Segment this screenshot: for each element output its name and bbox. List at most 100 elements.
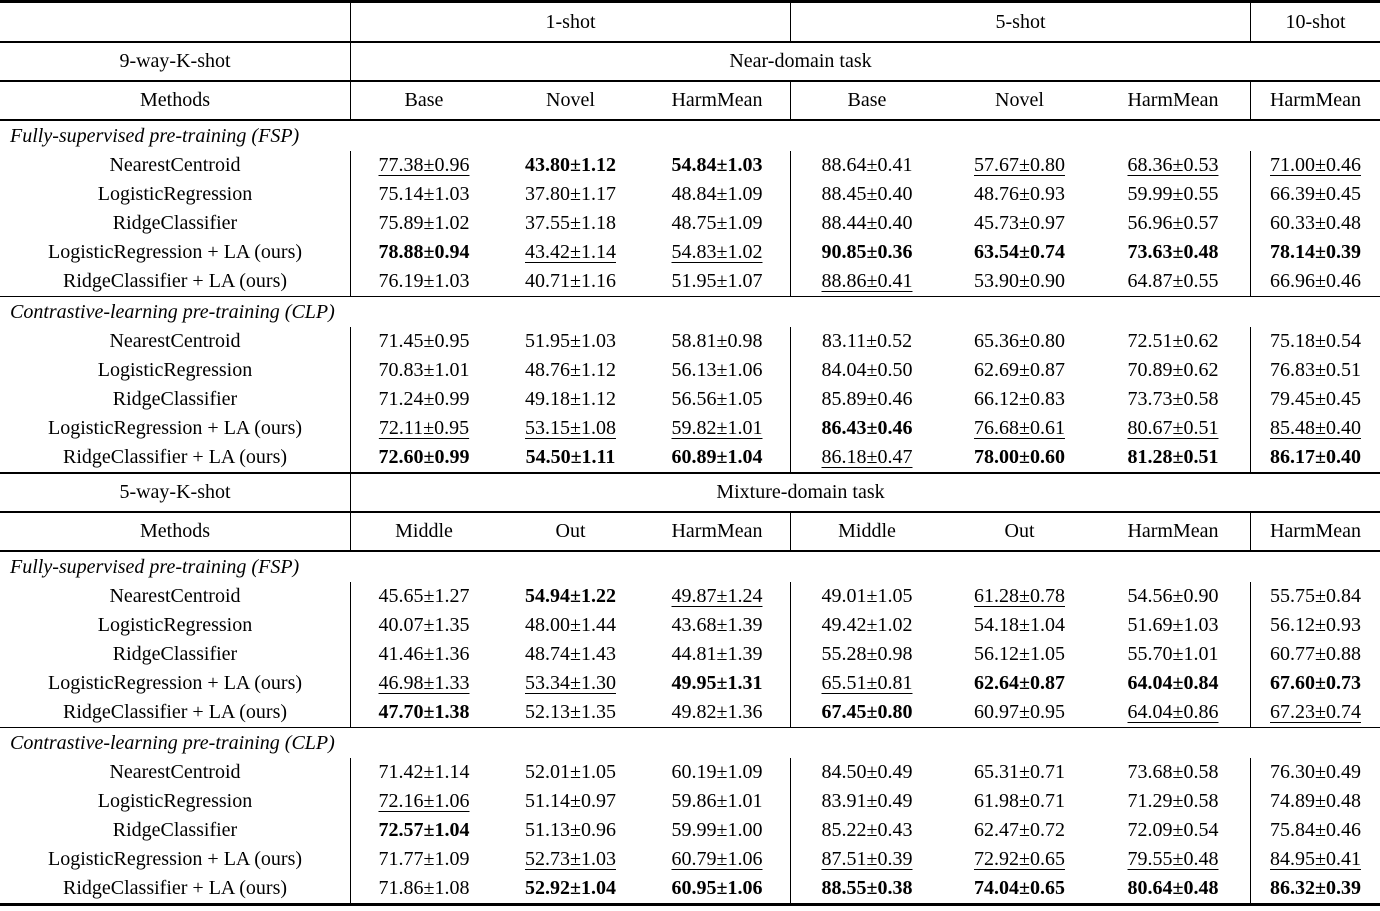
value-cell-text: 60.33±0.48: [1270, 212, 1361, 234]
method-name: LogisticRegression + LA (ours): [0, 845, 350, 874]
value-cell-text: 46.98±1.33: [378, 672, 470, 694]
method-row: NearestCentroid 77.38±0.96 43.80±1.12 54.84…: [0, 151, 1380, 180]
section-title-text: Fully-supervised pre-training (FSP): [10, 124, 300, 147]
value-cell-text: 88.64±0.41: [821, 154, 913, 176]
way-task-row: 5-way-K-shot Mixture-domain task: [0, 474, 1380, 511]
method-name-text: RidgeClassifier + LA (ours): [62, 701, 288, 723]
value-cell: 73.68±0.58: [1096, 758, 1250, 787]
value-cell: 79.55±0.48: [1096, 845, 1250, 874]
value-cell: 62.64±0.87: [943, 669, 1096, 698]
value-cell-text: 71.77±1.09: [378, 848, 470, 870]
value-cell: 71.00±0.46: [1250, 151, 1380, 180]
value-cell: 72.09±0.54: [1096, 816, 1250, 845]
value-cell-text: 84.95±0.41: [1270, 848, 1361, 870]
value-cell: 66.96±0.46: [1250, 267, 1380, 296]
value-cell: 45.65±1.27: [350, 582, 497, 611]
method-name: RidgeClassifier + LA (ours): [0, 267, 350, 296]
value-cell-text: 76.19±1.03: [378, 270, 470, 292]
corner-empty-cell: [0, 3, 350, 41]
value-cell-text: 60.79±1.06: [671, 848, 763, 870]
method-name-text: LogisticRegression + LA (ours): [47, 241, 303, 263]
value-cell-text: 64.87±0.55: [1127, 270, 1219, 292]
section-title: Fully-supervised pre-training (FSP): [0, 121, 1380, 151]
value-cell: 68.36±0.53: [1096, 151, 1250, 180]
horizontal-rule: [0, 119, 1380, 121]
value-cell: 85.89±0.46: [790, 385, 943, 414]
shot-group-1-label: 1-shot: [350, 3, 790, 41]
value-cell: 65.51±0.81: [790, 669, 943, 698]
value-cell-text: 37.80±1.17: [525, 183, 616, 205]
value-cell-text: 78.14±0.39: [1270, 241, 1361, 263]
value-cell-text: 56.12±1.05: [974, 643, 1065, 665]
task-label: Mixture-domain task: [350, 474, 1250, 511]
shot-group-2-label-text: 5-shot: [995, 10, 1046, 33]
value-cell-text: 77.38±0.96: [378, 154, 470, 176]
method-name: LogisticRegression: [0, 180, 350, 209]
value-cell-text: 72.11±0.95: [378, 417, 470, 439]
shot-group-3-label-text: 10-shot: [1285, 10, 1346, 33]
value-cell: 72.16±1.06: [350, 787, 497, 816]
value-cell: 67.60±0.73: [1250, 669, 1380, 698]
value-cell-text: 55.28±0.98: [821, 643, 913, 665]
value-cell-text: 78.00±0.60: [974, 446, 1065, 468]
value-cell: 86.17±0.40: [1250, 443, 1380, 472]
value-cell: 51.13±0.96: [497, 816, 644, 845]
value-cell-text: 72.09±0.54: [1127, 819, 1219, 841]
value-cell-text: 79.45±0.45: [1270, 388, 1361, 410]
value-cell: 75.14±1.03: [350, 180, 497, 209]
column-header: Middle: [350, 513, 497, 550]
value-cell: 61.28±0.78: [943, 582, 1096, 611]
method-name-text: LogisticRegression + LA (ours): [47, 417, 303, 439]
method-name: LogisticRegression: [0, 356, 350, 385]
value-cell-text: 74.04±0.65: [974, 877, 1065, 899]
value-cell: 88.45±0.40: [790, 180, 943, 209]
value-cell: 88.44±0.40: [790, 209, 943, 238]
value-cell: 59.82±1.01: [644, 414, 790, 443]
value-cell-text: 71.00±0.46: [1270, 154, 1361, 176]
method-name-text: NearestCentroid: [109, 761, 241, 783]
horizontal-rule: [0, 80, 1380, 82]
value-cell: 56.96±0.57: [1096, 209, 1250, 238]
value-cell: 53.34±1.30: [497, 669, 644, 698]
value-cell: 55.75±0.84: [1250, 582, 1380, 611]
value-cell-text: 85.48±0.40: [1270, 417, 1361, 439]
value-cell-text: 74.89±0.48: [1270, 790, 1361, 812]
horizontal-rule: [0, 41, 1380, 43]
value-cell: 43.80±1.12: [497, 151, 644, 180]
value-cell-text: 59.99±1.00: [671, 819, 763, 841]
value-cell-text: 65.51±0.81: [821, 672, 913, 694]
value-cell: 74.89±0.48: [1250, 787, 1380, 816]
value-cell: 71.45±0.95: [350, 327, 497, 356]
column-header-text: Base: [404, 89, 444, 111]
value-cell: 49.42±1.02: [790, 611, 943, 640]
value-cell: 37.80±1.17: [497, 180, 644, 209]
value-cell: 60.19±1.09: [644, 758, 790, 787]
method-row: LogisticRegression 70.83±1.01 48.76±1.12 56…: [0, 356, 1380, 385]
value-cell-text: 56.56±1.05: [671, 388, 763, 410]
task-label-text: Mixture-domain task: [716, 481, 885, 503]
method-row: RidgeClassifier + LA (ours) 71.86±1.08 52.…: [0, 874, 1380, 903]
value-cell: 54.83±1.02: [644, 238, 790, 267]
column-header: HarmMean: [1250, 513, 1380, 550]
value-cell-text: 76.30±0.49: [1270, 761, 1361, 783]
value-cell-text: 73.73±0.58: [1127, 388, 1219, 410]
value-cell-text: 44.81±1.39: [671, 643, 763, 665]
horizontal-rule: [0, 0, 1380, 3]
value-cell: 71.77±1.09: [350, 845, 497, 874]
value-cell: 52.01±1.05: [497, 758, 644, 787]
method-name: NearestCentroid: [0, 582, 350, 611]
value-cell: 71.24±0.99: [350, 385, 497, 414]
value-cell-text: 83.91±0.49: [821, 790, 913, 812]
value-cell: 51.95±1.03: [497, 327, 644, 356]
value-cell: 76.83±0.51: [1250, 356, 1380, 385]
section-title-text: Contrastive-learning pre-training (CLP): [10, 731, 335, 754]
value-cell: 44.81±1.39: [644, 640, 790, 669]
method-row: LogisticRegression + LA (ours) 78.88±0.94…: [0, 238, 1380, 267]
value-cell-text: 71.29±0.58: [1127, 790, 1219, 812]
value-cell: 55.70±1.01: [1096, 640, 1250, 669]
value-cell-text: 49.42±1.02: [821, 614, 913, 636]
value-cell: 66.12±0.83: [943, 385, 1096, 414]
value-cell-text: 48.84±1.09: [671, 183, 763, 205]
value-cell: 51.69±1.03: [1096, 611, 1250, 640]
method-name: LogisticRegression + LA (ours): [0, 669, 350, 698]
